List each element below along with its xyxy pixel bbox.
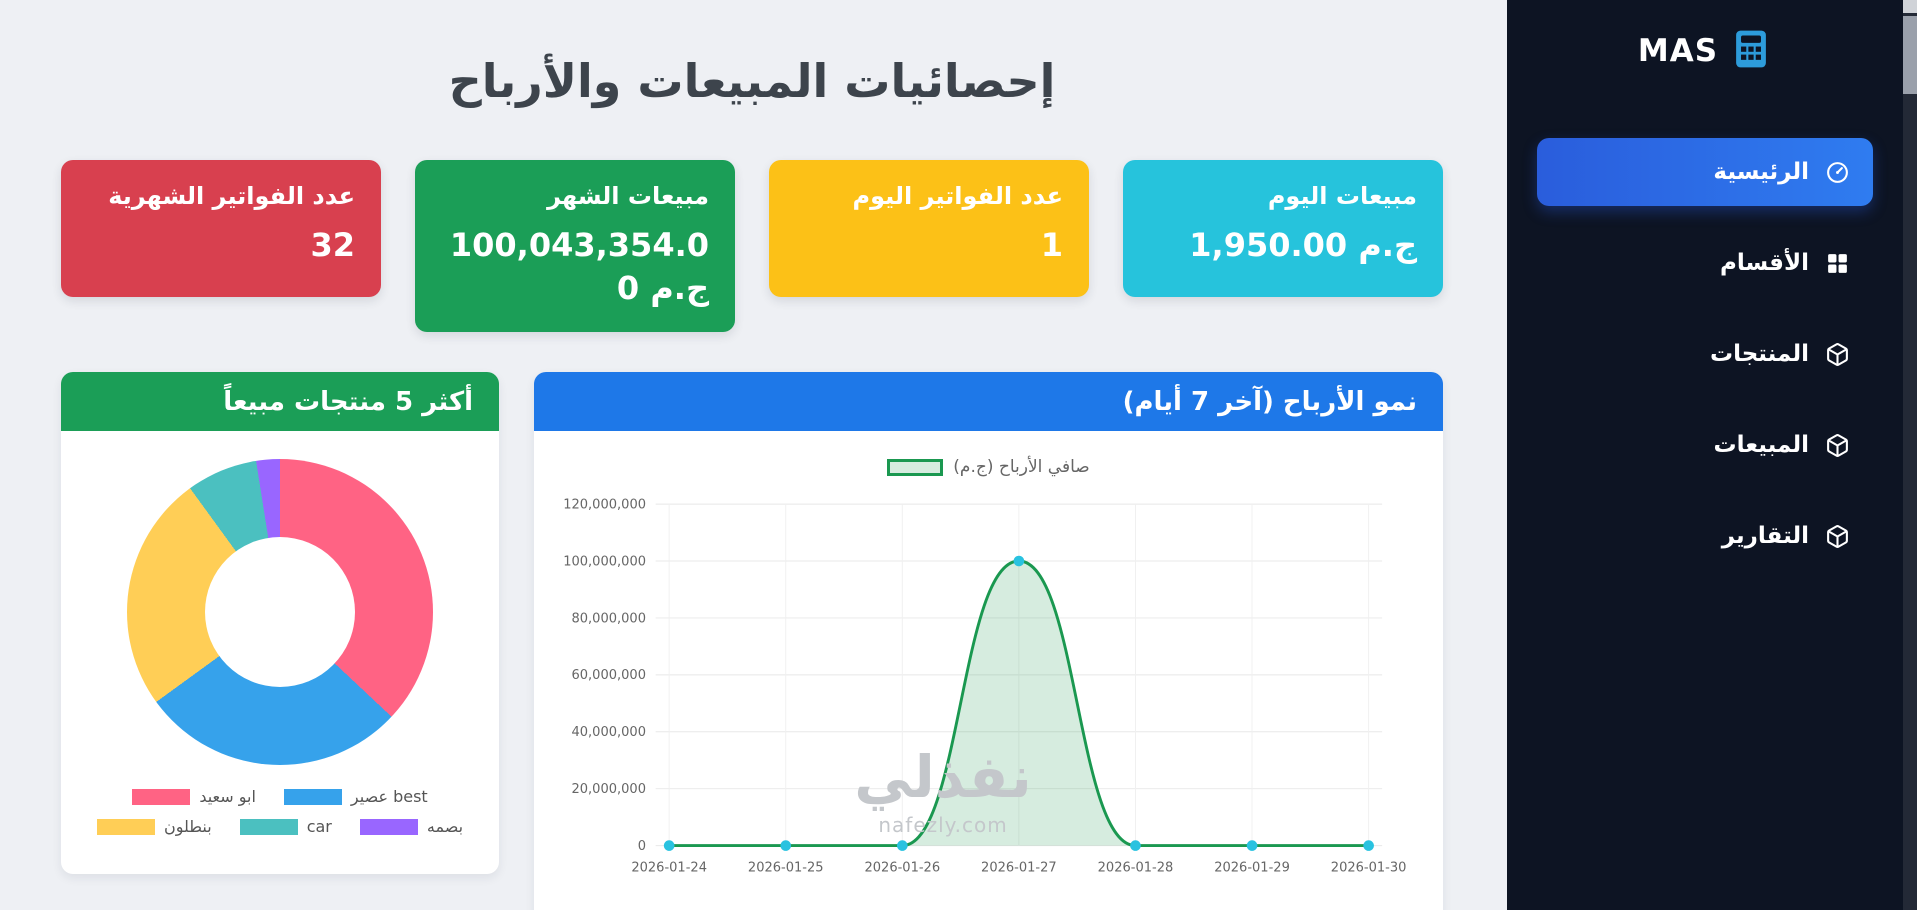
legend-swatch	[283, 788, 342, 805]
sidebar-item-label: المنتجات	[1709, 341, 1809, 367]
stat-value: 32	[310, 226, 355, 264]
line-legend-label: صافي الأرباح (ج.م)	[953, 457, 1090, 478]
stat-label: مبيعات اليوم	[1267, 182, 1417, 210]
profit-growth-panel: نمو الأرباح (آخر 7 أيام) صافي الأرباح (ج…	[534, 372, 1443, 910]
top-products-panel: أكثر 5 منتجات مبيعاً ابو سعيد عصير best	[61, 372, 499, 875]
legend-label: عصير best	[350, 787, 428, 807]
sidebar-item-label: الأقسام	[1720, 250, 1809, 276]
legend-swatch	[359, 818, 418, 835]
legend-swatch	[239, 818, 298, 835]
svg-text:2026-01-28: 2026-01-28	[1098, 861, 1174, 876]
sidebar-item-label: المبيعات	[1713, 432, 1809, 458]
box-icon	[1824, 341, 1851, 368]
svg-text:80,000,000: 80,000,000	[571, 612, 646, 627]
svg-text:100,000,000: 100,000,000	[564, 555, 646, 570]
profit-line-chart: 0 20,000,000 40,000,000 60,000,000 80,000,00…	[564, 498, 1407, 876]
doughnut-hole	[205, 537, 355, 688]
stat-value: 100,043,354.00 ج.م	[449, 226, 709, 308]
svg-text:2026-01-25: 2026-01-25	[748, 861, 824, 876]
stat-card-sales-month: مبيعات الشهر 100,043,354.00 ج.م	[415, 160, 735, 333]
stat-value: 1	[1040, 226, 1063, 264]
app-name: MAS	[1637, 33, 1719, 69]
legend-label: ابو سعيد	[199, 787, 256, 807]
svg-text:60,000,000: 60,000,000	[571, 669, 646, 684]
svg-text:2026-01-29: 2026-01-29	[1214, 861, 1290, 876]
stat-label: مبيعات الشهر	[547, 182, 709, 210]
stat-cards-row: مبيعات اليوم 1,950.00 ج.م عدد الفواتير ا…	[61, 160, 1443, 333]
legend-row: ابو سعيد عصير best	[132, 787, 428, 807]
svg-text:2026-01-26: 2026-01-26	[864, 861, 940, 876]
stat-label: عدد الفواتير الشهرية	[108, 182, 355, 210]
grid-icon	[1824, 250, 1851, 277]
svg-text:20,000,000: 20,000,000	[571, 782, 646, 797]
calculator-icon	[1730, 28, 1772, 74]
dashboard-gauge-icon	[1824, 159, 1851, 186]
legend-swatch	[96, 818, 155, 835]
stat-card-invoices-today: عدد الفواتير اليوم 1	[769, 160, 1089, 297]
sidebar-item-products[interactable]: المنتجات	[1537, 320, 1873, 388]
app-logo[interactable]: MAS	[1507, 28, 1903, 74]
stat-label: عدد الفواتير اليوم	[852, 182, 1063, 210]
cube-icon	[1824, 432, 1851, 459]
legend-label: car	[306, 817, 332, 837]
legend-row: بنطلون car بصمه	[96, 817, 464, 837]
svg-text:40,000,000: 40,000,000	[571, 725, 646, 740]
panels-row: نمو الأرباح (آخر 7 أيام) صافي الأرباح (ج…	[61, 372, 1443, 910]
legend-item-abo-saeed[interactable]: ابو سعيد	[132, 787, 256, 806]
legend-label: بنطلون	[163, 817, 212, 837]
scrollbar-up-button[interactable]	[1903, 0, 1917, 13]
sidebar-item-label: التقارير	[1721, 523, 1809, 549]
sidebar: MAS الرئيسية	[1507, 0, 1917, 910]
legend-item-basma[interactable]: بصمه	[359, 817, 464, 837]
svg-text:120,000,000: 120,000,000	[564, 498, 646, 513]
svg-text:2026-01-24: 2026-01-24	[631, 861, 707, 876]
sidebar-item-label: الرئيسية	[1713, 159, 1809, 185]
stat-card-sales-today: مبيعات اليوم 1,950.00 ج.م	[1123, 160, 1443, 297]
svg-text:2026-01-27: 2026-01-27	[981, 861, 1057, 876]
page-title: إحصائيات المبيعات والأرباح	[448, 54, 1056, 108]
sidebar-item-home[interactable]: الرئيسية	[1537, 138, 1873, 206]
stat-card-invoices-month: عدد الفواتير الشهرية 32	[61, 160, 381, 297]
scrollbar-thumb[interactable]	[1903, 16, 1917, 94]
reports-box-icon	[1824, 523, 1851, 550]
profit-growth-header: نمو الأرباح (آخر 7 أيام)	[534, 372, 1443, 432]
legend-item-bantalon[interactable]: بنطلون	[96, 817, 212, 837]
profit-chart-body: صافي الأرباح (ج.م) 0 20,000,000 40,000,000…	[534, 457, 1443, 880]
sidebar-item-reports[interactable]: التقارير	[1537, 502, 1873, 570]
svg-text:0: 0	[638, 839, 646, 854]
legend-item-car[interactable]: car	[239, 817, 332, 837]
stat-value: 1,950.00 ج.م	[1189, 226, 1417, 264]
top-products-header: أكثر 5 منتجات مبيعاً	[61, 372, 499, 432]
scrollbar-track[interactable]	[1903, 0, 1917, 910]
legend-label: بصمه	[426, 817, 464, 837]
doughnut-legend: ابو سعيد عصير best بنطلون car	[61, 787, 499, 836]
sidebar-item-categories[interactable]: الأقسام	[1537, 229, 1873, 297]
main-content: إحصائيات المبيعات والأرباح مبيعات اليوم …	[61, 54, 1443, 910]
legend-swatch	[132, 788, 191, 805]
top-products-doughnut	[127, 459, 433, 766]
sidebar-item-sales[interactable]: المبيعات	[1537, 411, 1873, 479]
line-legend-swatch	[887, 458, 944, 476]
legend-item-aseer-best[interactable]: عصير best	[283, 787, 428, 807]
sidebar-nav: الرئيسية الأقسام المنتجات	[1507, 138, 1903, 593]
svg-text:2026-01-30: 2026-01-30	[1331, 861, 1407, 876]
line-legend-item[interactable]: صافي الأرباح (ج.م)	[564, 457, 1413, 477]
